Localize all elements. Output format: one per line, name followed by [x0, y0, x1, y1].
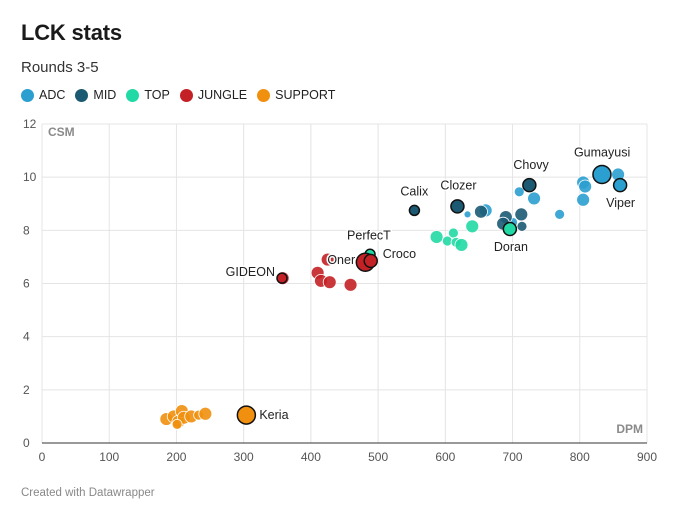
data-point-adc[interactable]: [513, 186, 525, 198]
data-point-adc[interactable]: [576, 192, 591, 207]
data-point-support[interactable]: [171, 418, 183, 430]
data-point-top[interactable]: [454, 238, 469, 252]
x-tick-label: 300: [234, 450, 254, 464]
y-tick-label: 12: [23, 117, 37, 131]
data-point-jungle[interactable]: [363, 253, 378, 269]
point-label: PerfecT: [347, 228, 391, 242]
y-tick-label: 4: [23, 330, 30, 344]
data-point-mid[interactable]: [514, 207, 529, 222]
x-axis-title: DPM: [616, 422, 643, 436]
data-point-adc[interactable]: [592, 164, 612, 185]
point-label: Calix: [400, 184, 429, 198]
y-axis-title: CSM: [48, 125, 75, 139]
data-point-adc[interactable]: [612, 177, 628, 193]
chart-subtitle: Rounds 3-5: [21, 59, 99, 76]
legend-swatch-adc: [21, 88, 34, 102]
data-point-adc[interactable]: [554, 208, 566, 220]
footer-credit: Created with Datawrapper: [21, 487, 155, 499]
legend-item-jungle[interactable]: JUNGLE: [179, 88, 248, 102]
x-tick-label: 600: [435, 450, 455, 464]
data-point-top[interactable]: [465, 219, 480, 234]
data-point-jungle[interactable]: [322, 275, 337, 290]
point-label: Clozer: [440, 178, 476, 192]
legend-label-mid: MID: [93, 88, 117, 102]
data-point-mid[interactable]: [408, 204, 421, 217]
point-label: GIDEON: [226, 265, 275, 279]
legend-swatch-mid: [75, 88, 89, 102]
data-point-jungle[interactable]: [320, 252, 335, 267]
y-tick-label: 8: [23, 223, 30, 237]
legend-item-adc[interactable]: ADC: [21, 88, 65, 102]
x-tick-label: 100: [99, 450, 119, 464]
point-label: Doran: [494, 240, 528, 254]
legend-swatch-support: [257, 88, 271, 102]
legend: ADC MID TOP JUNGLE SUPPORT: [21, 88, 345, 102]
data-point-top[interactable]: [429, 230, 444, 244]
x-tick-label: 800: [570, 450, 590, 464]
legend-item-top[interactable]: TOP: [126, 88, 170, 102]
data-point-mid[interactable]: [516, 220, 528, 232]
data-point-mid[interactable]: [474, 204, 488, 219]
x-tick-label: 200: [166, 450, 186, 464]
data-point-support[interactable]: [236, 405, 257, 425]
point-label: Viper: [606, 196, 635, 210]
x-tick-label: 0: [39, 450, 46, 464]
data-point-jungle[interactable]: [343, 277, 358, 292]
y-tick-label: 2: [23, 383, 30, 397]
legend-swatch-jungle: [179, 88, 193, 102]
point-label: Chovy: [513, 158, 549, 172]
data-point-jungle[interactable]: [276, 272, 288, 284]
legend-item-support[interactable]: SUPPORT: [257, 88, 335, 102]
data-point-mid[interactable]: [522, 177, 537, 193]
legend-label-top: TOP: [144, 88, 170, 102]
data-point-adc[interactable]: [578, 179, 593, 194]
point-label: Keria: [259, 408, 288, 422]
data-point-support[interactable]: [198, 406, 213, 421]
chart-title: LCK stats: [21, 20, 122, 45]
data-point-top[interactable]: [502, 221, 518, 237]
data-point-adc[interactable]: [463, 210, 472, 219]
point-label: Gumayusi: [574, 146, 630, 160]
legend-item-mid[interactable]: MID: [75, 88, 116, 102]
data-point-mid[interactable]: [450, 199, 465, 214]
point-label: Oner: [327, 253, 355, 267]
data-point-top[interactable]: [447, 227, 459, 239]
x-tick-label: 500: [368, 450, 388, 464]
x-tick-label: 700: [503, 450, 523, 464]
y-tick-label: 0: [23, 436, 30, 450]
legend-label-adc: ADC: [39, 88, 66, 102]
legend-label-support: SUPPORT: [275, 88, 336, 102]
x-tick-label: 400: [301, 450, 321, 464]
legend-label-jungle: JUNGLE: [197, 88, 248, 102]
y-tick-label: 10: [23, 170, 37, 184]
y-tick-label: 6: [23, 277, 30, 291]
legend-swatch-top: [126, 88, 140, 102]
point-label: Croco: [383, 247, 416, 261]
data-point-adc[interactable]: [527, 191, 541, 206]
x-tick-label: 900: [637, 450, 657, 464]
